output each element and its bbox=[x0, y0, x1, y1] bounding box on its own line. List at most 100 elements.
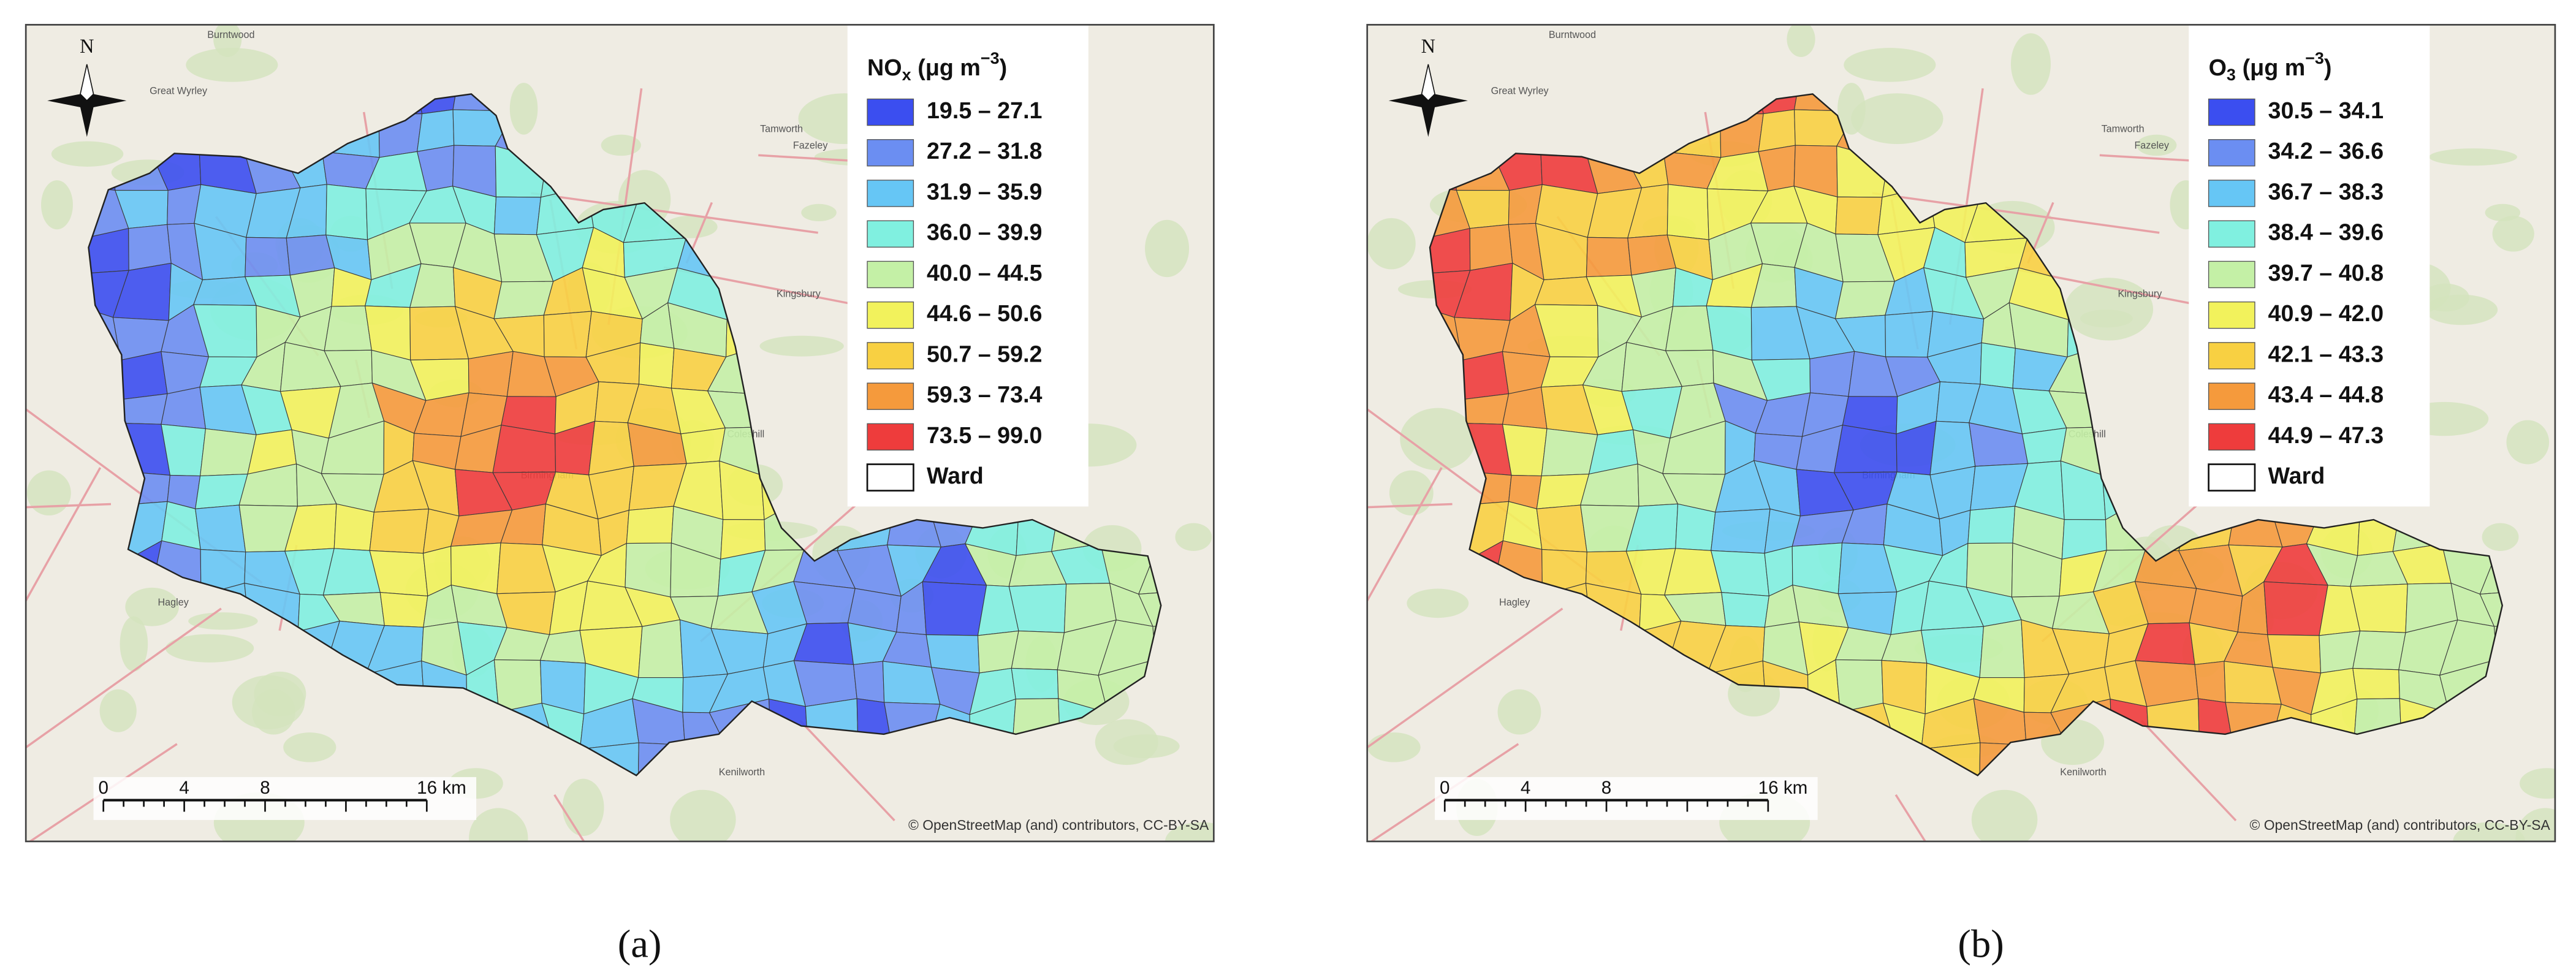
ward bbox=[637, 619, 684, 678]
ward bbox=[2263, 581, 2328, 636]
legend-swatch bbox=[867, 260, 914, 289]
road bbox=[799, 720, 895, 822]
ward bbox=[2352, 630, 2406, 670]
road bbox=[26, 467, 102, 603]
ward bbox=[2564, 507, 2576, 552]
legend-swatch bbox=[867, 139, 914, 167]
ward bbox=[1225, 427, 1274, 473]
legend-swatch bbox=[867, 301, 914, 329]
compass-star bbox=[80, 64, 94, 102]
county-outline bbox=[88, 93, 1162, 777]
ward bbox=[1721, 591, 1769, 628]
ward bbox=[1223, 507, 1286, 552]
road bbox=[28, 743, 178, 841]
ward bbox=[2567, 188, 2576, 238]
green-area bbox=[2492, 216, 2534, 252]
ward bbox=[1236, 115, 1277, 153]
legend-label: 38.4 – 39.6 bbox=[2268, 219, 2384, 245]
ward bbox=[493, 196, 542, 235]
title-close: ) bbox=[2324, 55, 2332, 80]
green-area bbox=[1497, 689, 1541, 735]
ward bbox=[2267, 634, 2322, 674]
attribution: © OpenStreetMap (and) contributors, CC-B… bbox=[2250, 817, 2551, 833]
legend-label: 44.6 – 50.6 bbox=[927, 300, 1043, 326]
green-area bbox=[1407, 588, 1469, 618]
legend-label: 43.4 – 44.8 bbox=[2268, 382, 2384, 408]
place-label: Tamworth bbox=[2102, 123, 2145, 134]
road bbox=[553, 794, 585, 841]
scale-label: 0 bbox=[1440, 778, 1449, 798]
legend-label: 36.7 – 38.3 bbox=[2268, 178, 2384, 204]
ward bbox=[2567, 390, 2576, 430]
ward bbox=[1675, 503, 1716, 551]
scale-label: 0 bbox=[98, 778, 108, 798]
ward bbox=[1967, 506, 2016, 544]
ward bbox=[1011, 667, 1059, 700]
legend-label: 40.9 – 42.0 bbox=[2268, 300, 2384, 326]
ward bbox=[680, 427, 726, 464]
green-area bbox=[562, 778, 604, 837]
legend-swatch bbox=[2208, 260, 2255, 289]
ward bbox=[1979, 619, 2025, 678]
green-area bbox=[1145, 219, 1190, 278]
ward bbox=[128, 224, 172, 271]
legend-swatch bbox=[2208, 220, 2255, 248]
ward bbox=[1227, 633, 1269, 675]
green-area bbox=[213, 25, 242, 57]
road bbox=[1369, 743, 1519, 841]
compass-star bbox=[1421, 64, 1435, 102]
scale-label: 4 bbox=[179, 778, 189, 798]
compass-label: N bbox=[80, 35, 94, 57]
place-label: Tamworth bbox=[760, 123, 803, 134]
green-area bbox=[2453, 822, 2525, 841]
ward bbox=[200, 428, 257, 477]
legend-swatch bbox=[2208, 301, 2255, 329]
place-label: Burntwood bbox=[207, 29, 254, 40]
ward bbox=[1502, 386, 1548, 430]
scale-background bbox=[93, 777, 477, 820]
ward bbox=[2569, 664, 2576, 713]
ward bbox=[2567, 427, 2576, 473]
place-label: Burntwood bbox=[1549, 29, 1596, 40]
green-area bbox=[120, 616, 148, 672]
place-label: Kingsbury bbox=[2118, 289, 2163, 300]
ward bbox=[922, 581, 987, 636]
road bbox=[26, 503, 112, 509]
ward bbox=[245, 237, 291, 278]
place-label: Kingsbury bbox=[777, 289, 821, 300]
legend-swatch bbox=[2208, 342, 2255, 370]
ward bbox=[638, 342, 675, 389]
green-area bbox=[509, 83, 538, 135]
legend-title: O3 (μg m−3) bbox=[2209, 49, 2332, 84]
green-area bbox=[1971, 789, 2038, 841]
ward bbox=[1666, 184, 1709, 240]
ward bbox=[325, 184, 368, 240]
scale-background bbox=[1435, 777, 1818, 820]
green-area bbox=[2137, 134, 2177, 156]
ward bbox=[1225, 390, 1280, 430]
ward bbox=[543, 311, 592, 358]
ward bbox=[2566, 313, 2576, 347]
scale-bar: 0 4 8 16 km bbox=[93, 777, 477, 820]
place-label: Kenilworth bbox=[2060, 767, 2106, 778]
green-area bbox=[2429, 148, 2517, 166]
scale-bar: 0 4 8 16 km bbox=[1435, 777, 1818, 820]
title-species: NO bbox=[867, 55, 902, 80]
legend-label: 40.0 – 44.5 bbox=[927, 260, 1043, 286]
caption: (a) bbox=[618, 921, 662, 965]
green-area bbox=[188, 612, 258, 630]
green-area bbox=[1175, 523, 1212, 552]
ward bbox=[2569, 633, 2576, 675]
ward bbox=[2572, 700, 2576, 756]
ward bbox=[1536, 504, 1587, 553]
green-area bbox=[186, 48, 278, 82]
ward bbox=[1234, 834, 1283, 864]
ward bbox=[1980, 342, 2016, 389]
ward bbox=[416, 109, 455, 152]
place-label: Hagley bbox=[1499, 597, 1530, 608]
road bbox=[1894, 794, 1927, 841]
legend-swatch bbox=[867, 180, 914, 207]
legend-label: Ward bbox=[927, 463, 984, 488]
legend-label: 50.7 – 59.2 bbox=[927, 341, 1043, 367]
